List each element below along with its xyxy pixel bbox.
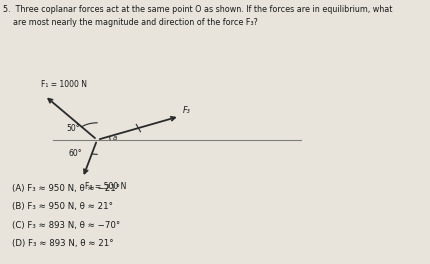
Text: a: a [113, 135, 117, 141]
Text: are most nearly the magnitude and direction of the force F₃?: are most nearly the magnitude and direct… [3, 18, 258, 27]
Text: 60°: 60° [68, 149, 82, 158]
Text: (A) F₃ ≈ 950 N, θ ≈ −21°: (A) F₃ ≈ 950 N, θ ≈ −21° [12, 184, 120, 193]
Text: 50°: 50° [66, 124, 80, 133]
Text: (D) F₃ ≈ 893 N, θ ≈ 21°: (D) F₃ ≈ 893 N, θ ≈ 21° [12, 239, 114, 248]
Text: F₃: F₃ [183, 106, 190, 115]
Text: (C) F₃ ≈ 893 N, θ ≈ −70°: (C) F₃ ≈ 893 N, θ ≈ −70° [12, 221, 120, 230]
Text: 5.  Three coplanar forces act at the same point O as shown. If the forces are in: 5. Three coplanar forces act at the same… [3, 5, 392, 14]
Text: F₁ = 1000 N: F₁ = 1000 N [41, 80, 87, 89]
Text: F₂ = 500 N: F₂ = 500 N [85, 182, 126, 191]
Text: (B) F₃ ≈ 950 N, θ ≈ 21°: (B) F₃ ≈ 950 N, θ ≈ 21° [12, 202, 113, 211]
